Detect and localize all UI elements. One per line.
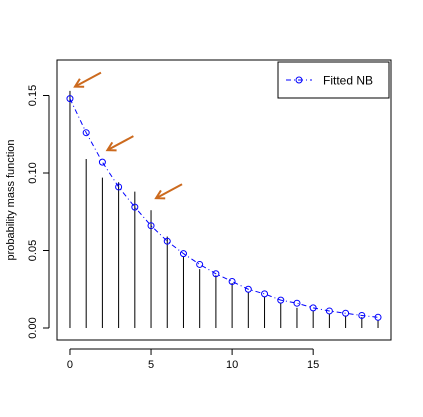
y-axis: 0.00 0.05 0.10 0.15: [27, 85, 50, 339]
series-point: [244, 285, 252, 293]
x-tick-label: 10: [226, 359, 238, 371]
series-point: [374, 313, 382, 321]
series-point: [293, 299, 301, 307]
series-point: [212, 270, 220, 278]
y-axis-label: probability mass function: [5, 139, 17, 260]
series-point: [115, 183, 123, 191]
arrow-shaft: [106, 135, 134, 152]
y-tick-label: 0.00: [27, 317, 39, 338]
series-point: [147, 222, 155, 230]
legend: Fitted NB: [277, 61, 390, 99]
series-point: [66, 95, 74, 103]
series-point: [163, 237, 171, 245]
observed-bars: [69, 90, 379, 328]
series-point: [131, 203, 139, 211]
arrow-shaft: [74, 71, 102, 88]
fitted-series: [66, 95, 382, 321]
series-point: [179, 250, 187, 258]
series-point: [342, 309, 350, 317]
x-tick-label: 0: [67, 359, 73, 371]
series-point: [358, 311, 366, 319]
annotation-arrow: [105, 135, 134, 152]
arrow-head: [154, 189, 166, 200]
annotation-arrow: [73, 71, 102, 88]
legend-marker: [295, 76, 303, 84]
series-point: [277, 296, 285, 304]
y-tick-label: 0.05: [27, 240, 39, 261]
series-point: [82, 129, 90, 137]
legend-label: Fitted NB: [323, 74, 373, 88]
series-point: [98, 158, 106, 166]
series-point: [261, 290, 269, 298]
y-tick-label: 0.15: [27, 85, 39, 106]
x-tick-label: 15: [307, 359, 319, 371]
x-axis: 0 5 10 15: [67, 348, 319, 371]
series-point: [309, 304, 317, 312]
annotation-arrows: [73, 71, 183, 200]
arrow-shaft: [155, 183, 183, 200]
series-line: [69, 98, 379, 318]
arrow-head: [105, 141, 117, 152]
annotation-arrow: [154, 183, 183, 200]
series-point: [196, 260, 204, 268]
series-point: [325, 307, 333, 315]
arrow-head: [73, 78, 85, 88]
y-tick-label: 0.10: [27, 162, 39, 183]
x-tick-label: 5: [148, 359, 154, 371]
plot-frame: [56, 59, 392, 341]
series-point: [228, 278, 236, 285]
